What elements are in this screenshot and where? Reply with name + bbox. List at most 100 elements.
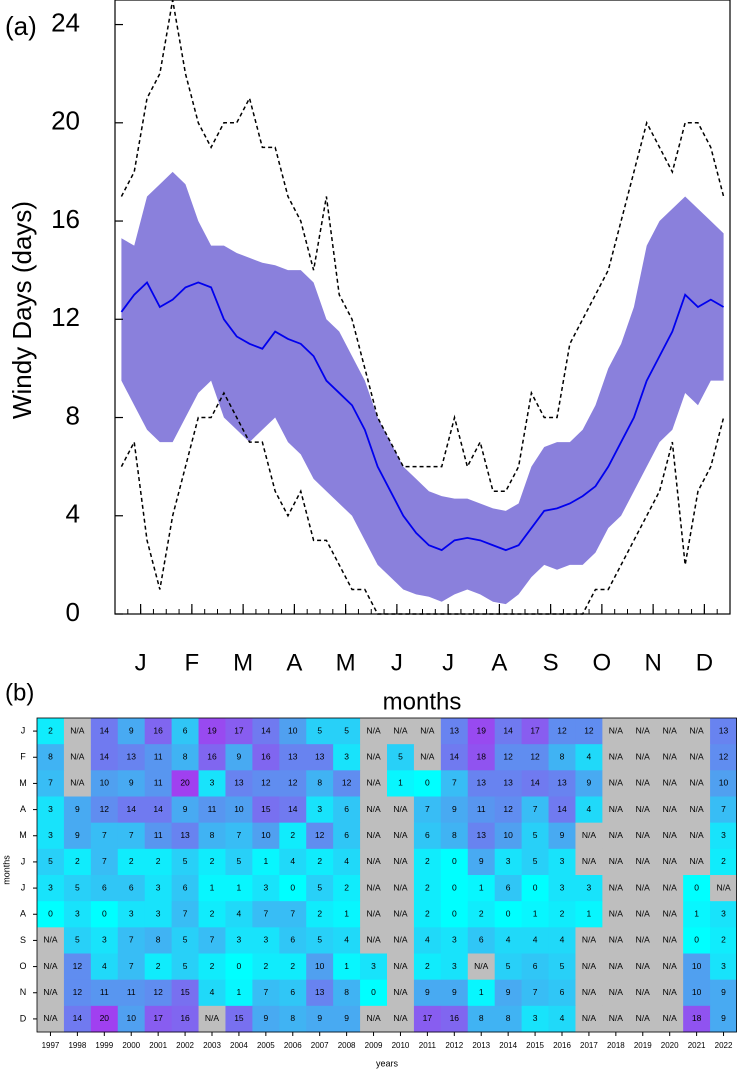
cell-label: 12 [73, 961, 83, 971]
cell-label: 10 [692, 961, 702, 971]
heatmap-cell [333, 848, 361, 876]
cell-label: 3 [263, 935, 268, 945]
heatmap-cell [575, 875, 603, 902]
cell-label: 5 [344, 725, 349, 735]
cell-label: N/A [393, 935, 408, 945]
cell-label: 9 [129, 778, 134, 788]
cell-label: 6 [560, 987, 565, 997]
cell-label: 17 [423, 1013, 433, 1023]
panel-label: (a) [5, 11, 37, 41]
heatmap-cell [710, 927, 737, 954]
cell-label: 13 [315, 752, 325, 762]
cell-label: 2 [425, 856, 430, 866]
cell-label: 12 [261, 778, 271, 788]
heatmap-cell [63, 901, 92, 928]
cell-label: 11 [477, 804, 486, 814]
heatmap-cell [90, 901, 119, 928]
heatmap-cell [413, 953, 442, 981]
cell-label: 3 [102, 935, 107, 945]
heatmap-cell [467, 979, 496, 1007]
heatmap-cell [63, 822, 92, 850]
cell-label: 12 [503, 752, 513, 762]
cell-label: 9 [425, 987, 430, 997]
heatmap-cell [198, 875, 226, 902]
cell-label: N/A [393, 987, 408, 997]
heatmap-cell [710, 770, 737, 797]
heatmap-cell [306, 796, 334, 824]
x-tick-label: M [233, 649, 253, 676]
cell-label: 0 [694, 882, 699, 892]
cell-label: 11 [154, 752, 163, 762]
heatmap-cell [225, 744, 253, 771]
heatmap-cell [279, 979, 307, 1007]
heatmap-cell [683, 796, 711, 824]
heatmap-cell [656, 927, 684, 954]
cell-label: 8 [183, 752, 188, 762]
heatmap-cell [602, 744, 630, 771]
x-tick-label: J [135, 649, 147, 676]
y-tick-label: 12 [51, 302, 80, 332]
cell-label: 1 [694, 909, 699, 919]
cell-label: 9 [317, 1013, 322, 1023]
heatmap-cell [37, 796, 65, 824]
cell-label: 5 [183, 856, 188, 866]
cell-label: 3 [371, 961, 376, 971]
cell-label: N/A [609, 1013, 624, 1023]
cell-label: 2 [425, 882, 430, 892]
heatmap-cell [710, 822, 737, 850]
heatmap-cell [37, 1005, 65, 1033]
heatmap-cell [548, 796, 576, 824]
heatmap-cell [683, 718, 711, 745]
heatmap-cell [333, 1005, 361, 1033]
heatmap-cell [144, 770, 173, 797]
x-tick-label: 2018 [607, 1041, 625, 1050]
heatmap-cell [629, 770, 657, 797]
cell-label: N/A [636, 1013, 651, 1023]
cell-label: 15 [261, 804, 271, 814]
heatmap-cell [656, 770, 684, 797]
cell-label: N/A [609, 882, 624, 892]
heatmap-cell [387, 822, 415, 850]
heatmap-cell [144, 1005, 173, 1033]
heatmap-cell [306, 927, 334, 954]
cell-label: 6 [344, 830, 349, 840]
cell-label: 1 [533, 909, 538, 919]
heatmap-cell [225, 875, 253, 902]
cell-label: 2 [479, 909, 484, 919]
cell-label: N/A [663, 882, 678, 892]
cell-label: 12 [100, 804, 110, 814]
y-tick-label: M [19, 830, 27, 840]
heatmap-cell [467, 848, 496, 876]
heatmap-cell [117, 822, 146, 850]
cell-label: 6 [425, 830, 430, 840]
heatmap-cell [602, 848, 630, 876]
heatmap-cell [198, 1005, 226, 1033]
x-tick-label: S [543, 649, 559, 676]
heatmap-cell [90, 822, 119, 850]
cell-label: 4 [587, 752, 592, 762]
x-tick-label: 2013 [472, 1041, 490, 1050]
heatmap-cell [710, 848, 737, 876]
heatmap-cell [90, 796, 119, 824]
heatmap-cell [440, 744, 469, 771]
cell-label: 5 [183, 961, 188, 971]
cell-label: 6 [102, 882, 107, 892]
cell-label: N/A [70, 725, 85, 735]
cell-label: 16 [153, 725, 163, 735]
heatmap-cell [521, 901, 550, 928]
cell-label: 10 [692, 987, 702, 997]
cell-label: 10 [719, 778, 729, 788]
x-tick-label: J [442, 649, 454, 676]
cell-label: 3 [721, 830, 726, 840]
heatmap-cell [225, 770, 253, 797]
x-tick-label: M [336, 649, 356, 676]
cell-label: 4 [587, 804, 592, 814]
heatmap-cell [117, 744, 146, 771]
cell-label: N/A [636, 752, 651, 762]
cell-label: 9 [479, 856, 484, 866]
heatmap-cell [710, 875, 737, 902]
heatmap-cell [629, 901, 657, 928]
heatmap-cell [656, 796, 684, 824]
heatmap-cell [279, 744, 307, 771]
heatmap-cell [656, 744, 684, 771]
